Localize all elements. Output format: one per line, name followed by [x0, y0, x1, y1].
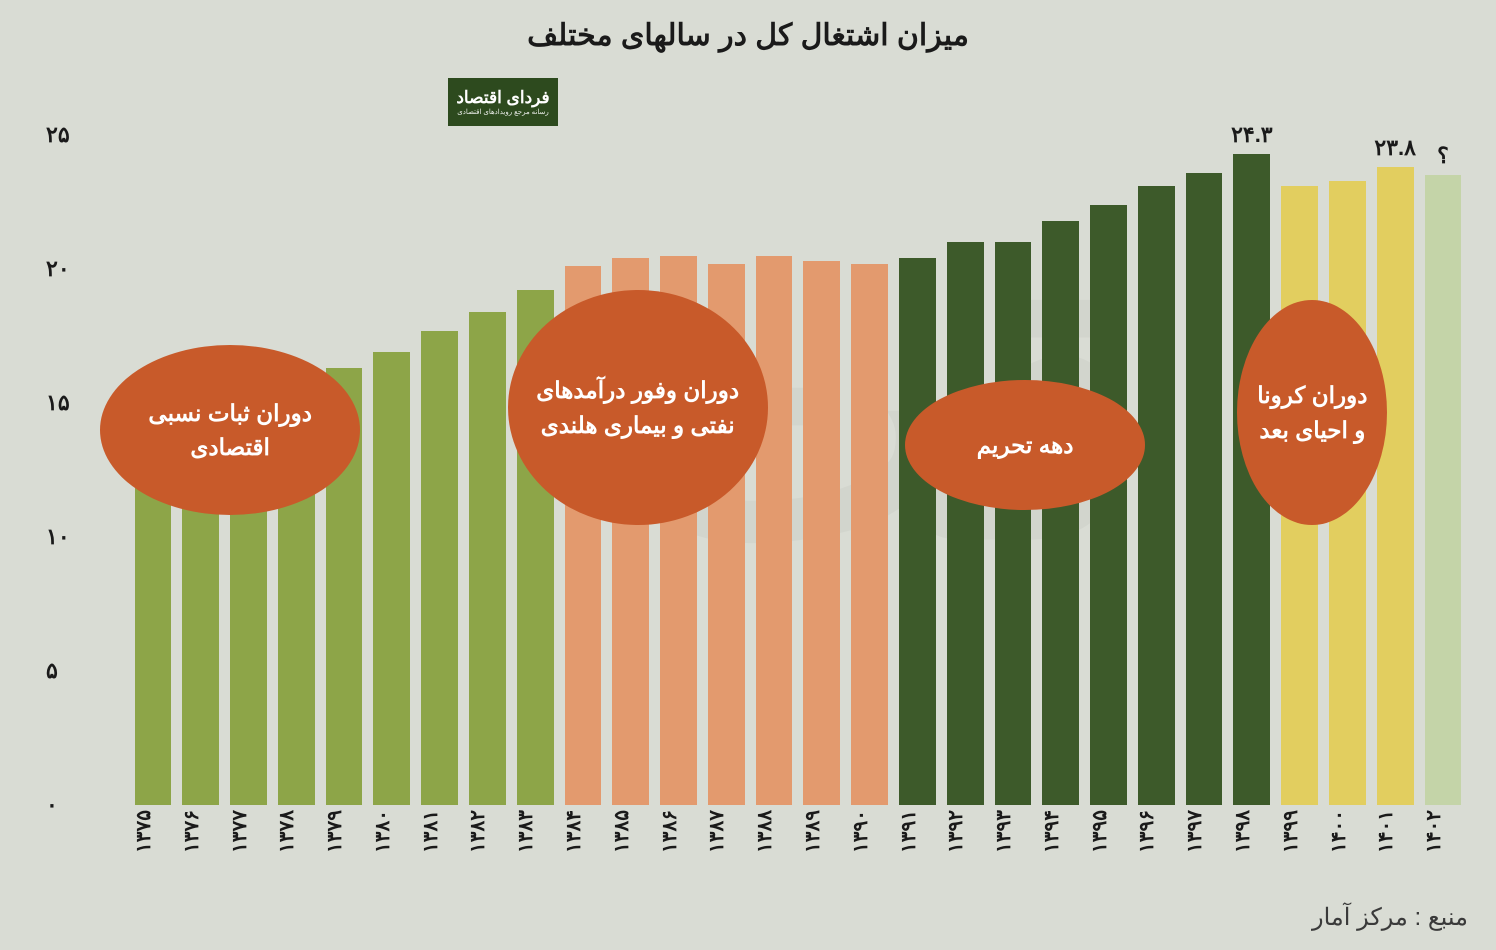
x-tick-label: ۱۳۸۵ [610, 805, 652, 865]
x-tick-label: ۱۳۹۰ [849, 805, 891, 865]
x-tick-label: ۱۳۸۰ [371, 805, 413, 865]
bar [421, 331, 458, 805]
logo-sub: رسانه مرجع رویدادهای اقتصادی [457, 108, 549, 116]
x-tick-label: ۱۳۸۱ [419, 805, 461, 865]
bar-value-label: ۲۳.۸ [1374, 135, 1416, 161]
chart-area: میلیون نفر ۲۴.۳۲۳.۸؟ دوران ثبات نسبی اقت… [130, 135, 1466, 865]
x-tick-label: ۱۳۸۹ [801, 805, 843, 865]
x-tick-label: ۱۴۰۱ [1374, 805, 1416, 865]
bar-slot [371, 135, 413, 805]
bar: ۲۳.۸ [1377, 167, 1414, 805]
bar [756, 256, 793, 805]
bar [803, 261, 840, 805]
x-tick-label: ۱۳۸۲ [466, 805, 508, 865]
bar-slot [1135, 135, 1177, 805]
x-tick-label: ۱۳۸۸ [753, 805, 795, 865]
bar-slot [849, 135, 891, 805]
x-tick-label: ۱۳۷۶ [180, 805, 222, 865]
bar: ؟ [1425, 175, 1462, 805]
period-annotation: دوران ثبات نسبی اقتصادی [100, 345, 360, 515]
y-tick-label: ۰ [46, 792, 106, 818]
bar-slot [753, 135, 795, 805]
bar-slot [466, 135, 508, 805]
y-tick-label: ۱۵ [46, 390, 106, 416]
bar-slot [801, 135, 843, 805]
x-tick-label: ۱۳۸۶ [658, 805, 700, 865]
x-tick-label: ۱۳۹۸ [1231, 805, 1273, 865]
bar [1090, 205, 1127, 805]
x-tick-label: ۱۴۰۲ [1422, 805, 1464, 865]
x-tick-label: ۱۳۹۲ [944, 805, 986, 865]
x-tick-label: ۱۴۰۰ [1327, 805, 1369, 865]
y-tick-label: ۱۰ [46, 524, 106, 550]
x-tick-label: ۱۳۸۷ [705, 805, 747, 865]
period-annotation: دوران کرونا و احیای بعد [1237, 300, 1387, 525]
bar [469, 312, 506, 805]
x-tick-label: ۱۳۹۷ [1183, 805, 1225, 865]
plot-area: ۲۴.۳۲۳.۸؟ دوران ثبات نسبی اقتصادیدوران و… [130, 135, 1466, 805]
bar [899, 258, 936, 805]
brand-logo: فردای اقتصاد رسانه مرجع رویدادهای اقتصاد… [448, 78, 558, 126]
x-tick-label: ۱۳۸۴ [562, 805, 604, 865]
x-tick-label: ۱۳۷۸ [275, 805, 317, 865]
bar-value-label: ۲۴.۳ [1231, 122, 1273, 148]
bar [995, 242, 1032, 805]
x-tick-label: ۱۳۹۴ [1040, 805, 1082, 865]
bar-value-label: ؟ [1437, 143, 1449, 169]
y-tick-label: ۲۰ [46, 256, 106, 282]
period-annotation: دهه تحریم [905, 380, 1145, 510]
bar-slot: ؟ [1422, 135, 1464, 805]
bar [373, 352, 410, 805]
x-tick-label: ۱۳۷۷ [228, 805, 270, 865]
x-tick-label: ۱۳۹۱ [897, 805, 939, 865]
x-tick-label: ۱۳۹۶ [1135, 805, 1177, 865]
y-tick-label: ۲۵ [46, 122, 106, 148]
x-tick-label: ۱۳۹۹ [1279, 805, 1321, 865]
bar [1138, 186, 1175, 805]
logo-main: فردای اقتصاد [456, 88, 549, 108]
source-text: منبع : مرکز آمار [1312, 903, 1468, 932]
bar-slot [1183, 135, 1225, 805]
bar-slot [419, 135, 461, 805]
bar [1186, 173, 1223, 805]
x-axis-labels: ۱۳۷۵۱۳۷۶۱۳۷۷۱۳۷۸۱۳۷۹۱۳۸۰۱۳۸۱۱۳۸۲۱۳۸۳۱۳۸۴… [130, 805, 1466, 865]
x-tick-label: ۱۳۹۳ [992, 805, 1034, 865]
bar [947, 242, 984, 805]
chart-title: میزان اشتغال کل در سالهای مختلف [0, 18, 1496, 53]
x-tick-label: ۱۳۹۵ [1088, 805, 1130, 865]
period-annotation: دوران وفور درآمدهای نفتی و بیماری هلندی [508, 290, 768, 525]
x-tick-label: ۱۳۸۳ [514, 805, 556, 865]
x-tick-label: ۱۳۷۵ [132, 805, 174, 865]
bar-slot: ۲۳.۸ [1374, 135, 1416, 805]
bar [851, 264, 888, 805]
y-tick-label: ۵ [46, 658, 106, 684]
bar [1042, 221, 1079, 805]
x-tick-label: ۱۳۷۹ [323, 805, 365, 865]
